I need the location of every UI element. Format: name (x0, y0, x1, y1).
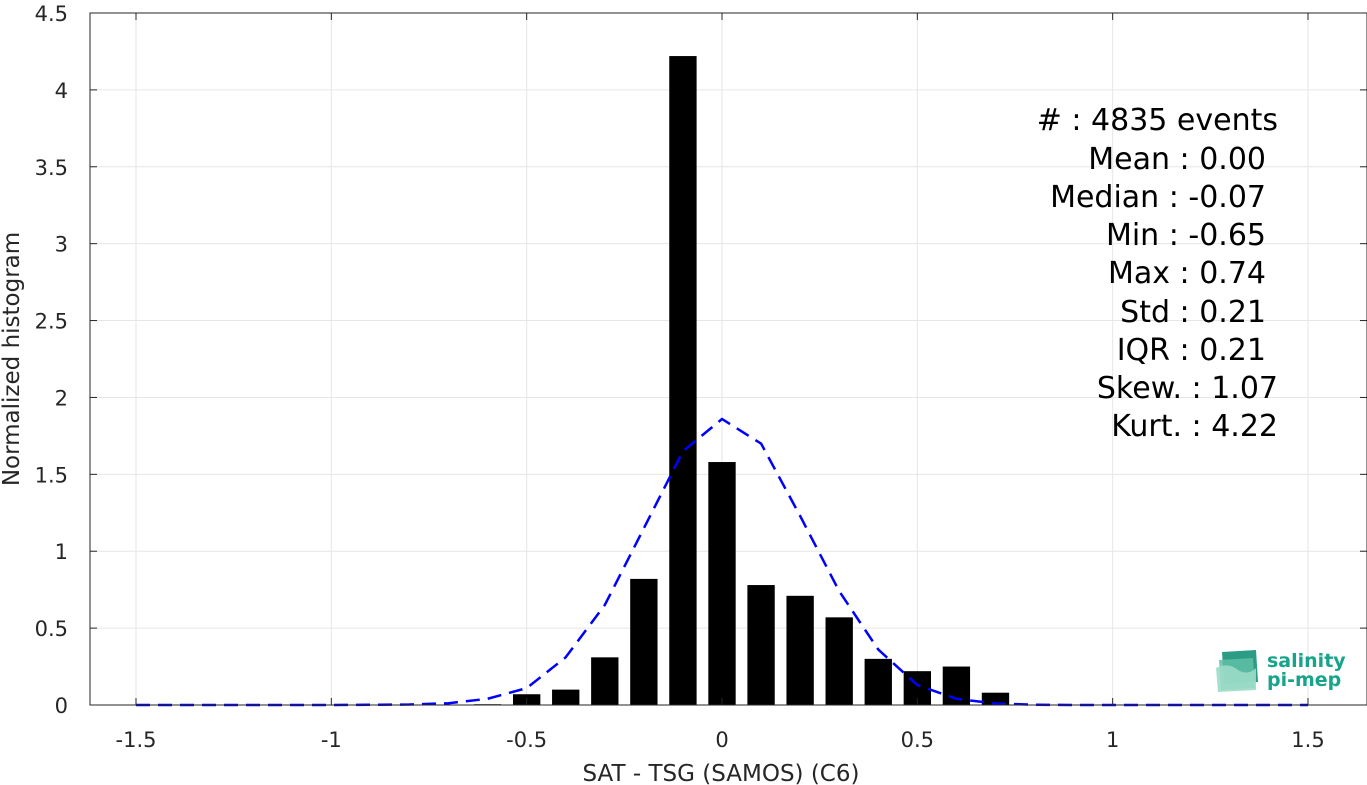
y-tick-label: 1 (55, 540, 68, 564)
x-tick-label: -1 (321, 728, 342, 752)
histogram-bar (552, 689, 580, 705)
y-tick-label: 1.5 (35, 463, 68, 487)
salinity-pimep-logo: salinity pi-mep (1216, 650, 1346, 692)
histogram-bar (630, 578, 658, 705)
histogram-bars (473, 56, 1010, 705)
stat-max: Max : 0.74 (1108, 256, 1266, 291)
stat-count: # : 4835 events (1037, 103, 1278, 138)
x-axis-ticks: -1.5 -1 -0.5 0 0.5 1 1.5 (116, 13, 1325, 752)
logo-line1: salinity (1267, 650, 1346, 672)
stat-min: Min : -0.65 (1106, 218, 1266, 253)
y-axis-label: Normalized histogram (0, 232, 25, 486)
y-tick-label: 0.5 (35, 617, 68, 641)
logo-line2: pi-mep (1267, 669, 1341, 691)
y-tick-label: 2 (55, 386, 68, 410)
stat-std: Std : 0.21 (1120, 295, 1266, 330)
histogram-bar (591, 657, 619, 705)
y-tick-label: 4.5 (35, 2, 68, 26)
histogram-bar (669, 56, 697, 705)
histogram-bar (981, 692, 1010, 705)
histogram-bar (708, 462, 736, 705)
stat-mean: Mean : 0.00 (1088, 142, 1266, 177)
x-axis-label: SAT - TSG (SAMOS) (C6) (583, 761, 860, 785)
x-tick-label: -0.5 (506, 728, 547, 752)
y-tick-label: 4 (55, 79, 68, 103)
stat-kurt: Kurt. : 4.22 (1111, 409, 1278, 444)
y-tick-label: 3.5 (35, 156, 68, 180)
x-tick-label: 0 (715, 728, 728, 752)
stat-iqr: IQR : 0.21 (1117, 333, 1266, 368)
histogram-bar (864, 658, 892, 705)
y-axis-ticks: 0 0.5 1 1.5 2 2.5 3 3.5 4 4.5 (35, 2, 1367, 718)
x-tick-label: 1.5 (1291, 728, 1324, 752)
y-tick-label: 3 (55, 233, 68, 257)
histogram-bar (825, 617, 853, 705)
x-tick-label: -1.5 (116, 728, 157, 752)
axes-box (89, 12, 1367, 706)
wave-icon (1216, 650, 1258, 692)
stats-block: # : 4835 events Mean : 0.00 Median : -0.… (1037, 103, 1278, 444)
stat-median: Median : -0.07 (1050, 180, 1266, 215)
x-tick-label: 1 (1106, 728, 1119, 752)
stat-skew: Skew. : 1.07 (1097, 371, 1278, 406)
histogram-bar (786, 595, 814, 705)
histogram-bar (747, 585, 775, 705)
x-tick-label: 0.5 (901, 728, 934, 752)
y-tick-label: 2.5 (35, 310, 68, 334)
y-tick-label: 0 (55, 694, 68, 718)
